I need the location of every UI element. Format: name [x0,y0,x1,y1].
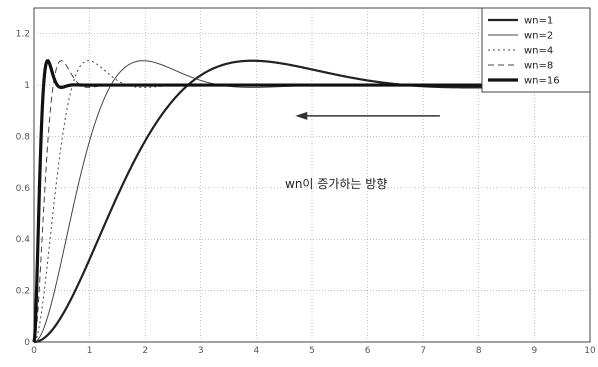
legend-label: wn=1 [524,16,553,27]
annotation-arrowhead [295,111,308,120]
x-tick-label: 8 [476,346,482,356]
x-tick-label: 0 [31,346,37,356]
x-tick-label: 6 [365,346,371,356]
y-tick-label: 0.4 [16,235,31,245]
x-tick-label: 7 [420,346,426,356]
y-tick-label: 1 [24,81,30,91]
legend-label: wn=2 [524,31,553,42]
legend-label: wn=8 [524,61,553,72]
x-tick-label: 4 [254,346,260,356]
y-tick-label: 1.2 [16,30,30,40]
x-tick-label: 5 [309,346,315,356]
annotation: wn이 증가하는 방향 [285,111,440,191]
tick-labels: 0 1 2 3 4 5 6 7 8 9 10 0 0.2 0.4 0.6 0.8 1 1.2 [16,30,596,356]
legend: wn=1 wn=2 wn=4 wn=8 wn=16 [481,7,591,93]
x-tick-label: 3 [198,346,204,356]
x-tick-label: 10 [584,346,596,356]
x-tick-label: 2 [142,346,148,356]
y-tick-label: 0.2 [16,287,30,297]
annotation-text: wn이 증가하는 방향 [285,177,387,191]
legend-label: wn=16 [524,76,560,87]
y-tick-label: 0.6 [16,184,31,194]
y-tick-label: 0.8 [16,132,31,142]
legend-label: wn=4 [524,46,553,57]
x-tick-label: 1 [87,346,93,356]
x-tick-label: 9 [532,346,538,356]
y-tick-label: 0 [24,338,30,348]
